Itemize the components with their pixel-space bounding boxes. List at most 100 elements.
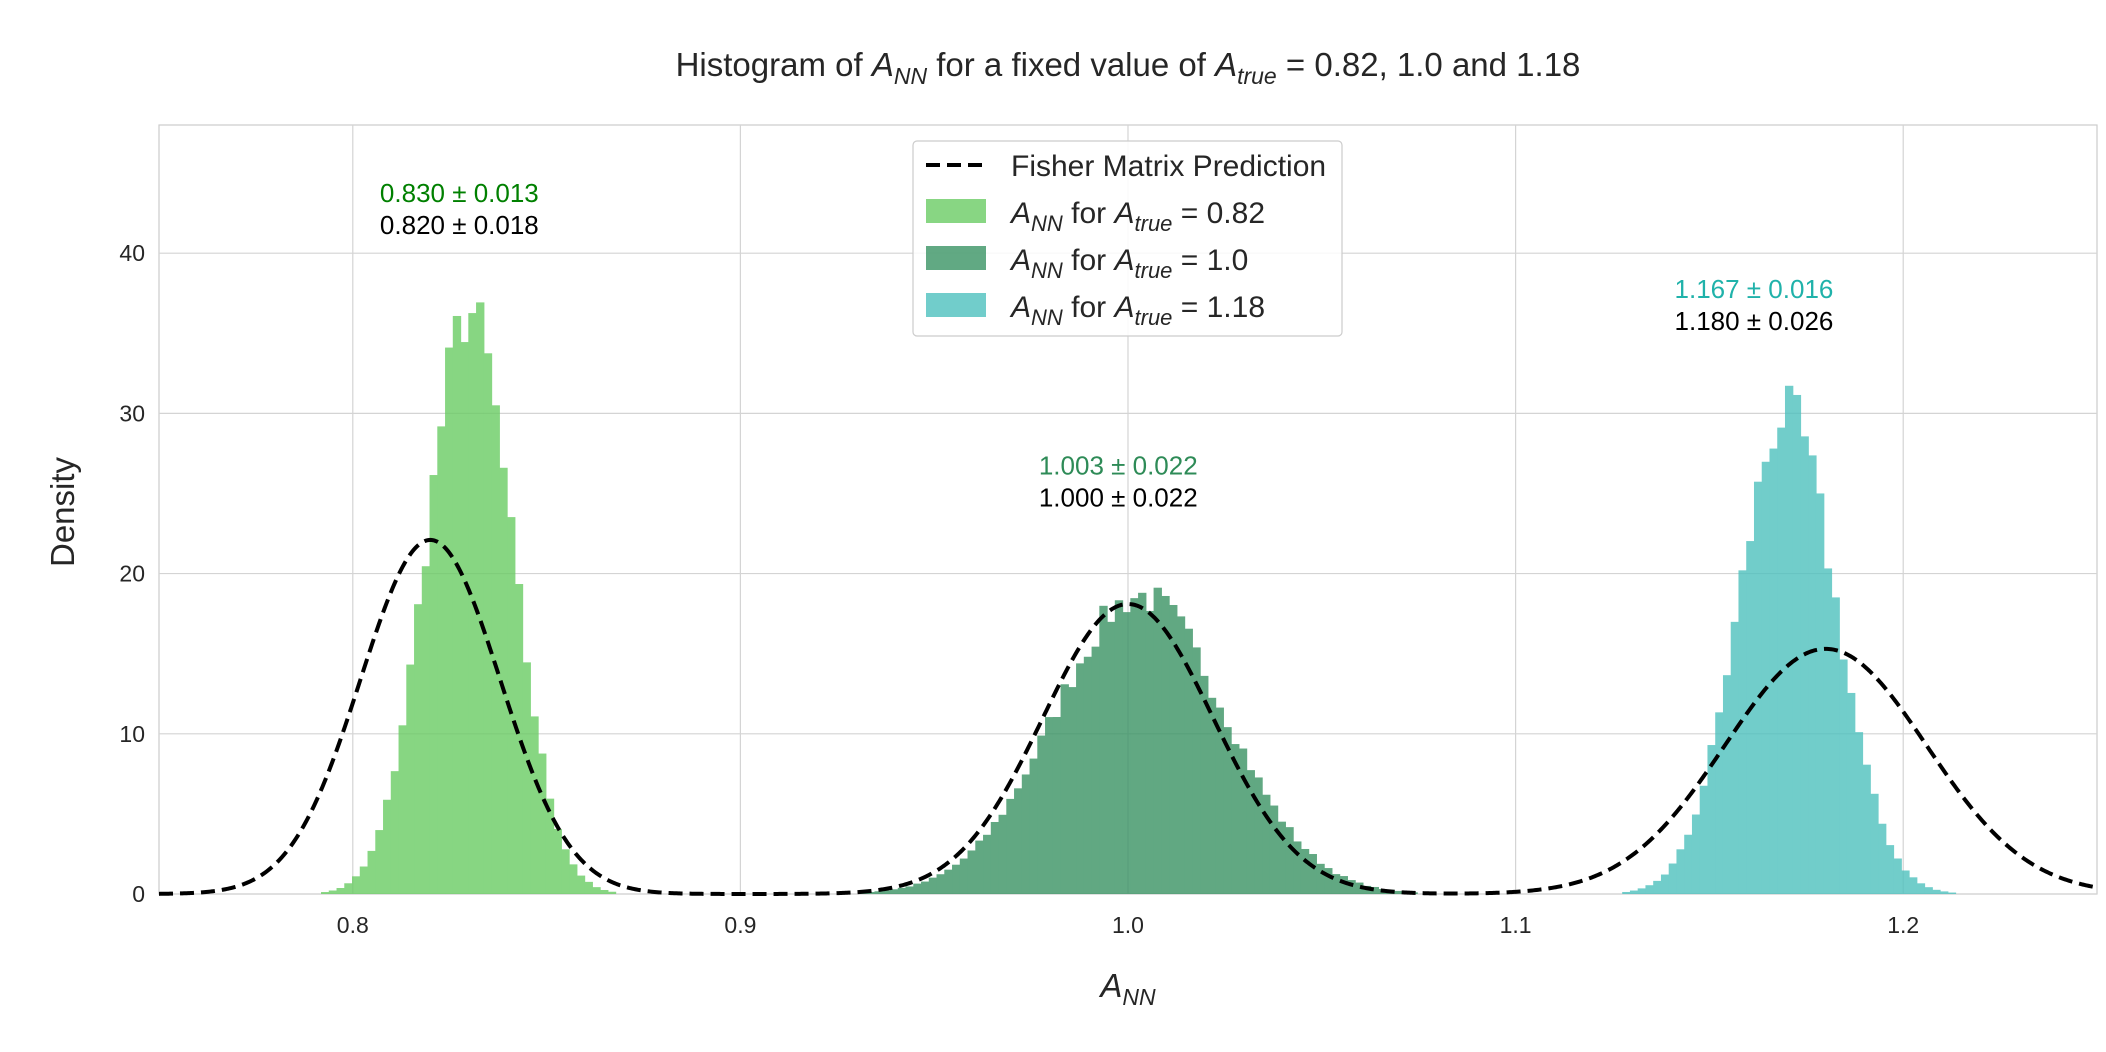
histogram-bar (1901, 870, 1910, 894)
histogram-bar (1293, 841, 1302, 894)
annotation-fisher-1: 0.820 ± 0.018 (380, 210, 539, 240)
histogram-bar (1769, 448, 1778, 894)
histogram-bar (1099, 605, 1108, 894)
histogram-bar (1114, 600, 1124, 894)
histogram-bar (1176, 616, 1186, 894)
histogram-bar (1839, 659, 1848, 894)
histogram-series-1 (321, 302, 617, 895)
histogram-bar (1393, 890, 1403, 894)
histogram-bar (1324, 868, 1333, 894)
histogram-bar (429, 475, 438, 894)
histogram-bar (1138, 592, 1147, 894)
histogram-bar (437, 426, 446, 894)
histogram-bar (359, 866, 369, 894)
histogram-bar (1347, 880, 1356, 894)
histogram-bar (1223, 727, 1232, 894)
histogram-bar (1285, 827, 1294, 894)
histogram-bar (460, 342, 469, 894)
histogram-bar (483, 353, 493, 894)
histogram-bar (1370, 886, 1379, 894)
y-tick-label: 0 (132, 881, 145, 907)
histogram-bar (522, 662, 531, 894)
histogram-bar (1107, 621, 1116, 894)
histogram-bar (890, 889, 899, 894)
histogram-bar (1854, 732, 1864, 894)
histogram-bar (1800, 436, 1809, 894)
histogram-bar (1192, 647, 1201, 894)
histogram-bar (1045, 717, 1054, 894)
histogram-bar (1893, 858, 1902, 894)
histogram-bar (1215, 707, 1224, 894)
histogram-bar (530, 716, 539, 894)
histogram-bar (445, 347, 454, 894)
histogram-bar (1940, 891, 1949, 894)
histogram-bar (584, 881, 593, 894)
histogram-bar (975, 840, 984, 894)
histogram-bar (998, 814, 1007, 894)
histogram-bar (538, 753, 547, 894)
histogram-bar (545, 798, 555, 894)
histogram-bar (1808, 455, 1817, 894)
histogram-bar (897, 887, 907, 894)
histogram-bar (561, 849, 570, 894)
histogram-bar (569, 864, 578, 894)
histogram-bar (1916, 883, 1926, 894)
legend-fisher-label: Fisher Matrix Prediction (1011, 150, 1326, 183)
histogram-bar (1947, 892, 1957, 894)
histogram-bar (1091, 646, 1100, 894)
histogram-bar (1870, 793, 1879, 894)
annotation-fisher-3: 1.180 ± 0.026 (1675, 306, 1834, 336)
histogram-bar (1153, 587, 1162, 894)
legend: Fisher Matrix Prediction ANN for Atrue = … (912, 140, 1343, 337)
histogram-bar (1254, 777, 1263, 894)
x-tick-label: 0.9 (724, 912, 756, 938)
histogram-bar (959, 858, 969, 894)
histogram-bar (1738, 570, 1747, 894)
y-tick-label: 20 (119, 561, 145, 587)
histogram-bar (383, 799, 392, 894)
histogram-bar (1145, 610, 1155, 894)
histogram-bar (367, 850, 376, 894)
plot-area: 0.8 0.9 1.0 1.1 1.2 0 10 20 30 40 0.830 ± 0.0130.8… (119, 124, 2098, 938)
histogram-bar (1629, 890, 1639, 894)
histogram-bar (1622, 891, 1631, 894)
histogram-bar (1339, 876, 1348, 894)
histogram-bar (1645, 885, 1654, 894)
legend-label-3: ANN for Atrue = 1.18 (1009, 291, 1265, 330)
histogram-bar (1316, 863, 1325, 894)
histogram-bar (328, 890, 338, 894)
histogram-bar (1200, 675, 1209, 894)
histogram-bar (1715, 712, 1724, 894)
histogram-bar (905, 886, 914, 894)
histogram-bar (1331, 874, 1341, 894)
histogram-bar (913, 883, 922, 894)
histogram-bar (866, 891, 876, 894)
histogram-bar (398, 725, 407, 894)
histogram-bar (1668, 863, 1678, 894)
x-tick-label: 1.2 (1887, 912, 1919, 938)
histogram-bar (874, 891, 883, 894)
histogram-bar (936, 874, 945, 894)
histogram-bar (553, 828, 562, 894)
x-tick-label: 1.0 (1112, 912, 1144, 938)
histogram-bar (1308, 854, 1317, 894)
histogram-bar (1637, 888, 1647, 894)
histogram-bar (1238, 748, 1248, 894)
histogram-bar (1130, 598, 1139, 894)
histogram-bar (600, 889, 609, 894)
histogram-bar (1777, 427, 1786, 894)
histogram-bar (1231, 744, 1240, 894)
histogram-bar (1169, 604, 1178, 894)
legend-box (912, 140, 1343, 337)
x-axis-label: ANN (1098, 967, 1156, 1010)
histogram-bar (592, 887, 601, 894)
histogram-bar (476, 302, 485, 894)
x-tick-label: 1.1 (1500, 912, 1532, 938)
histogram-bar (1060, 684, 1069, 894)
histogram-bar (1761, 461, 1771, 894)
histogram-bar (421, 566, 431, 894)
histogram-bar (1262, 794, 1271, 894)
histogram-bar (452, 315, 462, 895)
histogram-bar (1676, 849, 1685, 894)
